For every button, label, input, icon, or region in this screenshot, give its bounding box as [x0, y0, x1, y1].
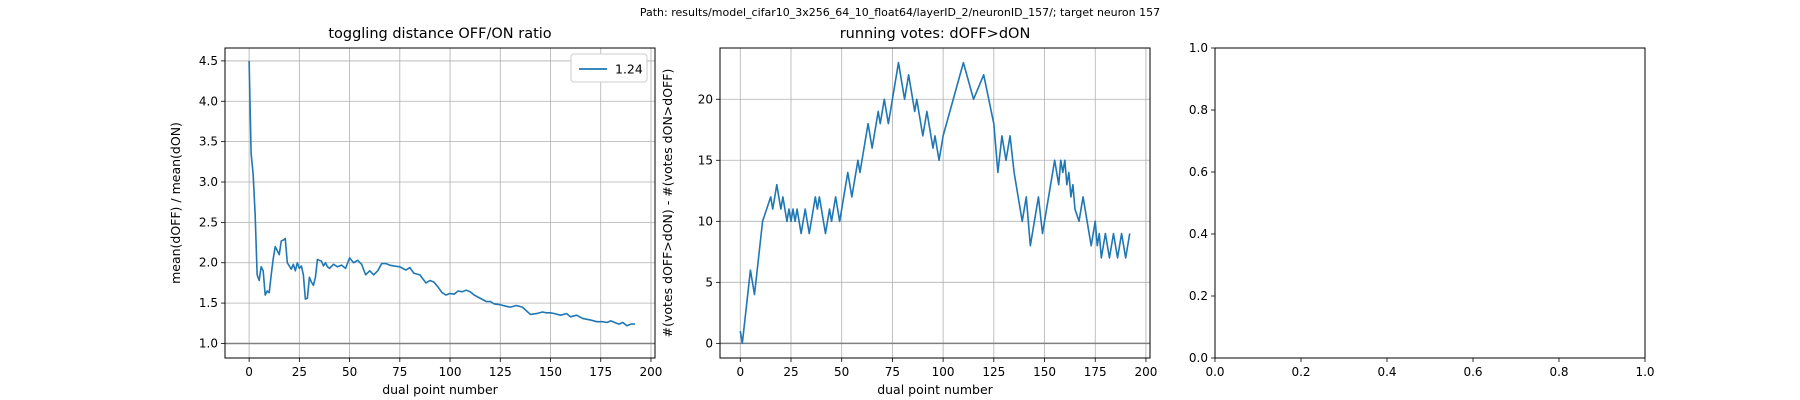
x-tick-label: 1.0	[1635, 365, 1654, 379]
y-tick-label: 1.0	[1189, 41, 1208, 55]
series-line-1	[248, 60, 635, 327]
y-tick-label: 15	[698, 153, 713, 167]
chart-3: 0.0 0.2 0.4 0.6 0.8 1.0 0.0 0.2 0.4 0.6 0.8 1.0	[1189, 41, 1655, 379]
x-tick-label: 0.2	[1291, 365, 1310, 379]
chart-title: running votes: dOFF>dON	[840, 26, 1031, 42]
x-tick-label: 0.6	[1463, 365, 1482, 379]
x-tick-label: 75	[392, 365, 407, 379]
y-tick-label: 0.2	[1189, 289, 1208, 303]
x-tick-label: 125	[489, 365, 512, 379]
y-tick-label: 4.0	[199, 94, 218, 108]
y-tick-label: 2.5	[199, 215, 218, 229]
y-tick-label: 20	[698, 92, 713, 106]
x-tick-label: 0.8	[1549, 365, 1568, 379]
x-tick-label: 50	[342, 365, 357, 379]
chart-2: 0 25 50 75 100 125 150 175 200 0 5 10 15 20 running vo…	[660, 26, 1157, 397]
y-tick-label: 0.8	[1189, 103, 1208, 117]
y-axis-label: #(votes dOFF>dON) - #(votes dON>dOFF)	[660, 69, 675, 338]
y-tick-label: 10	[698, 214, 713, 228]
y-tick-label: 2.0	[199, 256, 218, 270]
x-tick-label: 175	[589, 365, 612, 379]
x-tick-label: 150	[1033, 365, 1056, 379]
x-tick-label: 50	[834, 365, 849, 379]
x-tick-label: 100	[439, 365, 462, 379]
y-tick-label: 0.4	[1189, 227, 1208, 241]
y-tick-label: 1.0	[199, 336, 218, 350]
x-tick-label: 200	[640, 365, 663, 379]
legend: 1.24	[570, 53, 648, 83]
x-tick-label: 25	[783, 365, 798, 379]
y-tick-label: 0.0	[1189, 351, 1208, 365]
chart-title: toggling distance OFF/ON ratio	[328, 26, 551, 42]
x-tick-label: 100	[932, 365, 955, 379]
x-tick-label: 75	[885, 365, 900, 379]
plot-frame	[719, 47, 1151, 359]
figure-suptitle: Path: results/model_cifar10_3x256_64_10_…	[639, 6, 1161, 19]
y-tick-label: 3.5	[199, 135, 218, 149]
plot-frame	[1214, 47, 1646, 359]
y-tick-label: 5	[705, 275, 713, 289]
x-tick-label: 25	[292, 365, 307, 379]
chart-1: 0 25 50 75 100 125 150 175 200 1.0 1.5 2.0 2.5 3.0 3.5…	[168, 26, 662, 397]
legend-box	[570, 53, 648, 83]
x-tick-label: 175	[1084, 365, 1107, 379]
x-tick-label: 0	[736, 365, 744, 379]
x-tick-label: 200	[1134, 365, 1157, 379]
y-tick-label: 3.0	[199, 175, 218, 189]
x-axis-label: dual point number	[382, 382, 498, 397]
y-tick-label: 0.6	[1189, 165, 1208, 179]
y-axis-label: mean(dOFF) / mean(dON)	[168, 122, 183, 284]
x-tick-label: 0.4	[1377, 365, 1396, 379]
plot-frame	[224, 47, 656, 359]
y-tick-label: 4.5	[199, 54, 218, 68]
y-tick-label: 1.5	[199, 296, 218, 310]
series-line-1	[739, 61, 1131, 345]
legend-label: 1.24	[615, 62, 643, 77]
x-tick-label: 0.0	[1205, 365, 1224, 379]
x-tick-label: 125	[982, 365, 1005, 379]
x-axis-label: dual point number	[877, 382, 993, 397]
x-tick-label: 150	[539, 365, 562, 379]
x-tick-label: 0	[245, 365, 253, 379]
y-tick-label: 0	[705, 336, 713, 350]
